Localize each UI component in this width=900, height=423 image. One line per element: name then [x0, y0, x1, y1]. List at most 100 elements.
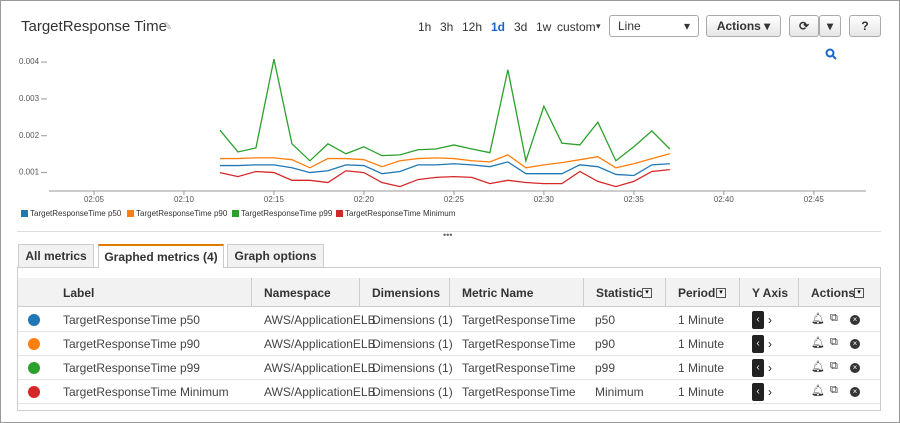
cell: AWS/ApplicationELB — [264, 313, 376, 327]
alarm-icon[interactable]: 🔔︎ — [811, 313, 825, 325]
cell: TargetResponseTime p90 — [63, 337, 200, 351]
refresh-button[interactable]: ⟳ — [789, 15, 819, 37]
cell: Dimensions (1) — [372, 385, 453, 399]
color-dot[interactable] — [28, 362, 40, 374]
y-axis-left[interactable]: ‹ — [752, 311, 764, 329]
x-tick-label: 02:40 — [714, 195, 735, 204]
time-range[interactable]: 1d — [491, 20, 506, 34]
row-divider — [18, 331, 880, 332]
column-header[interactable]: Namespace — [264, 286, 331, 300]
caret: ▾ — [683, 19, 690, 33]
cell: TargetResponseTime — [462, 385, 576, 399]
refresh-menu[interactable]: ▾ — [819, 15, 841, 37]
remove-icon[interactable]: × — [850, 339, 860, 349]
y-axis-left[interactable]: ‹ — [752, 359, 764, 377]
color-dot[interactable] — [28, 338, 40, 350]
x-tick-label: 02:10 — [174, 195, 195, 204]
legend-label: TargetResponseTime p50 — [30, 209, 122, 218]
cell: 1 Minute — [678, 361, 725, 375]
y-tick-label: 0.002 — [19, 131, 40, 140]
y-axis-right[interactable]: › — [768, 385, 772, 399]
divider — [17, 231, 881, 232]
caret: ▾ — [596, 21, 601, 31]
cell: TargetResponseTime p99 — [63, 361, 200, 375]
copy-icon[interactable]: ⧉ — [830, 360, 838, 372]
series-line — [219, 161, 670, 177]
actions-button[interactable]: Actions ▾ — [706, 15, 781, 37]
graph-title: TargetResponse Time — [21, 18, 167, 35]
x-tick-label: 02:05 — [84, 195, 105, 204]
y-tick-label: 0.001 — [19, 168, 40, 177]
y-axis-right[interactable]: › — [768, 361, 772, 375]
time-range[interactable]: custom — [557, 20, 596, 34]
column-divider — [798, 278, 799, 306]
alarm-icon[interactable]: 🔔︎ — [811, 385, 825, 397]
x-tick-label: 02:30 — [534, 195, 555, 204]
column-divider — [359, 278, 360, 306]
y-axis-right[interactable]: › — [768, 313, 772, 327]
x-tick-label: 02:45 — [804, 195, 825, 204]
alarm-icon[interactable]: 🔔︎ — [811, 337, 825, 349]
column-header[interactable]: Period — [678, 286, 716, 300]
cell: p99 — [595, 361, 616, 375]
edit-icon[interactable]: ✎ — [163, 21, 173, 33]
sort-icon[interactable]: ▾ — [716, 288, 726, 298]
row-divider — [18, 379, 880, 380]
legend-label: TargetResponseTime Minimum — [345, 209, 456, 218]
y-axis-left[interactable]: ‹ — [752, 335, 764, 353]
cell: TargetResponseTime — [462, 337, 576, 351]
tab[interactable]: Graph options — [227, 244, 324, 267]
time-range[interactable]: 3d — [514, 20, 528, 34]
column-divider — [449, 278, 450, 306]
x-tick-label: 02:15 — [264, 195, 285, 204]
column-divider — [739, 278, 740, 306]
column-divider — [251, 278, 252, 306]
legend-swatch — [336, 210, 343, 217]
zoom-icon[interactable] — [825, 48, 835, 58]
view-select[interactable]: Line ▾ — [609, 15, 699, 37]
y-axis-left[interactable]: ‹ — [752, 383, 764, 401]
remove-icon[interactable]: × — [850, 363, 860, 373]
sort-icon[interactable]: ▾ — [642, 288, 652, 298]
time-range[interactable]: 12h — [462, 20, 483, 34]
series-line — [219, 168, 670, 188]
cell: 1 Minute — [678, 385, 725, 399]
copy-icon[interactable]: ⧉ — [830, 384, 838, 396]
cell: AWS/ApplicationELB — [264, 361, 376, 375]
time-range[interactable]: 1w — [536, 20, 552, 34]
y-axis-right[interactable]: › — [768, 337, 772, 351]
legend-swatch — [21, 210, 28, 217]
remove-icon[interactable]: × — [850, 315, 860, 325]
view-value: Line — [618, 19, 641, 33]
time-range[interactable]: 1h — [418, 20, 432, 34]
color-dot[interactable] — [28, 314, 40, 326]
resize-handle[interactable]: ••• — [443, 230, 453, 240]
color-dot[interactable] — [28, 386, 40, 398]
sort-icon[interactable]: ▾ — [854, 288, 864, 298]
series-line — [219, 58, 671, 164]
alarm-icon[interactable]: 🔔︎ — [811, 361, 825, 373]
series-line — [219, 153, 671, 169]
actions-label: Actions — [716, 19, 761, 33]
column-header[interactable]: Dimensions — [372, 286, 441, 300]
tab[interactable]: Graphed metrics (4) — [98, 244, 224, 268]
cell: Minimum — [595, 385, 644, 399]
column-header: Y Axis — [752, 286, 789, 300]
cell: Dimensions (1) — [372, 337, 453, 351]
column-header[interactable]: Metric Name — [462, 286, 534, 300]
cell: TargetResponseTime Minimum — [63, 385, 229, 399]
tab[interactable]: All metrics — [18, 244, 94, 267]
remove-icon[interactable]: × — [850, 387, 860, 397]
column-header[interactable]: Statistic — [596, 286, 643, 300]
help-button[interactable]: ? — [849, 15, 881, 37]
cell: 1 Minute — [678, 313, 725, 327]
cell: p50 — [595, 313, 616, 327]
cell: AWS/ApplicationELB — [264, 337, 376, 351]
time-range[interactable]: 3h — [440, 20, 454, 34]
y-tick-label: 0.004 — [19, 57, 40, 66]
column-header[interactable]: Label — [63, 286, 95, 300]
copy-icon[interactable]: ⧉ — [830, 312, 838, 324]
copy-icon[interactable]: ⧉ — [830, 336, 838, 348]
cell: AWS/ApplicationELB — [264, 385, 376, 399]
row-divider — [18, 403, 880, 404]
